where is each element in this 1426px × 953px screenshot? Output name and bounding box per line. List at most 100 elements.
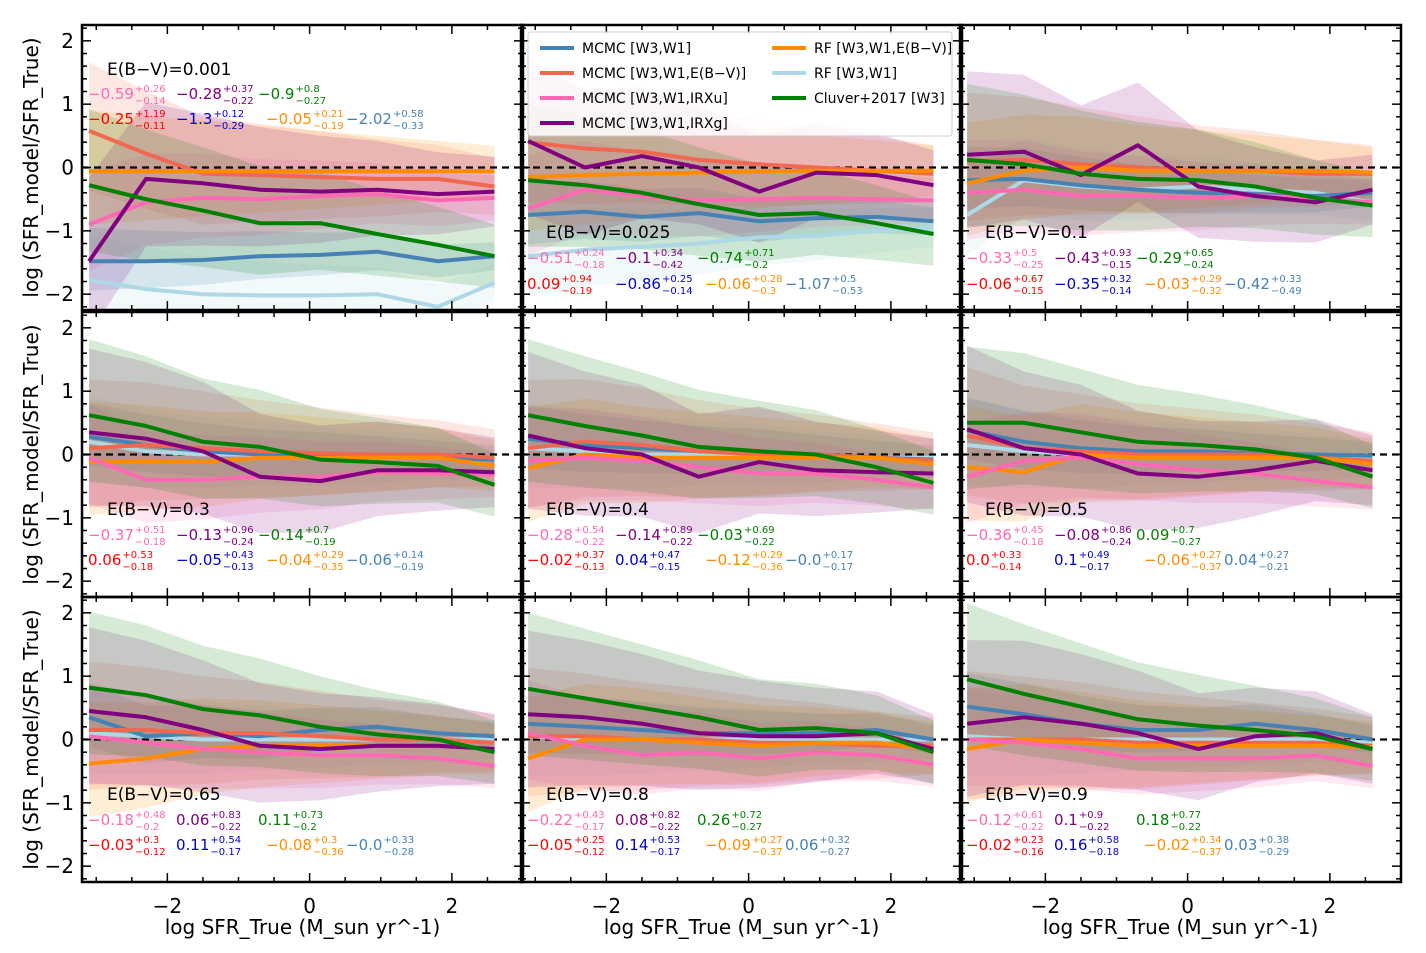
line-rf_w3w1 [527,225,934,259]
legend-label-rf_ebv: RF [W3,W1,E(B−V)] [814,41,952,57]
stat-median: 0.1 [1054,811,1078,829]
stat-lower: −0.14 [135,96,166,107]
stat-median: −0.51 [527,249,573,267]
stat-median: 0.1 [1054,551,1078,569]
stat-upper: +0.54 [210,835,241,846]
panel-6: E(B−V)=0.5 −0.36 +0.45−0.18 −0.08 +0.86−0.24… [958,310,1403,599]
stat-lower: −0.19 [393,562,424,573]
stat-median: −0.43 [1054,249,1100,267]
stat-lower: −0.11 [135,121,166,132]
stat-upper: +0.27 [752,835,783,846]
stat-median: 0.16 [1054,836,1087,854]
stat-upper: +0.25 [662,274,693,285]
panel-2: E(B−V)=0.025 −0.51 +0.24−0.18 −0.1 +0.34−0.4… [519,23,964,312]
legend: MCMC [W3,W1] MCMC [W3,W1,E(B−V)] MCMC [W3,… [527,31,953,137]
y-tick-label: 0 [61,156,74,180]
stat-median: −0.05 [266,110,312,128]
stat-upper: +0.8 [295,84,319,95]
stat-median: −0.02 [527,551,573,569]
stat-median: −0.03 [88,836,134,854]
stat-upper: +0.93 [1101,248,1132,259]
stat-upper: +0.24 [574,248,605,259]
stat-lower: −0.37 [1191,562,1222,573]
stat-lower: −0.12 [135,847,166,858]
stat-median: −0.28 [527,526,573,544]
legend-box [527,31,953,137]
stat-upper: +0.61 [1013,810,1044,821]
stat-lower: −0.22 [210,822,241,833]
legend-label-mcmc_irxu: MCMC [W3,W1,IRXu] [582,91,728,107]
stat-lower: −0.22 [744,537,775,548]
stat-upper: +0.27 [1258,550,1289,561]
stat-median: 0.06 [176,811,209,829]
band-cluver [967,346,1373,509]
stat-upper: +0.86 [1101,525,1132,536]
line-cluver [88,183,495,259]
x-tick-label: 2 [446,894,459,918]
stat-median: −0.06 [705,275,751,293]
stat-median: −0.35 [1054,275,1100,293]
stat-median: −0.03 [697,526,743,544]
stat-upper: +0.43 [574,810,605,821]
y-tick-label: 1 [61,664,74,688]
stat-upper: +0.49 [1079,550,1110,561]
stat-median: 0.04 [1224,551,1257,569]
stat-upper: +0.9 [1079,810,1103,821]
stat-median: −0.74 [697,249,743,267]
stat-lower: −0.36 [752,562,783,573]
stat-lower: −0.22 [649,822,680,833]
line-mcmc_irxg [88,709,495,751]
stat-upper: +0.67 [1013,274,1044,285]
stat-median: −0.29 [1136,249,1182,267]
stat-upper: +0.26 [135,84,166,95]
stat-lower: −0.32 [1191,286,1222,297]
stat-median: −0.86 [615,275,661,293]
stat-lower: −0.17 [649,847,680,858]
stat-upper: +0.14 [393,550,424,561]
stat-median: 0.09 [1136,526,1169,544]
stat-upper: +0.34 [652,248,683,259]
band-mcmc_w3w1 [528,181,934,245]
stat-median: −0.05 [527,836,573,854]
band-mcmc_w3w1 [89,227,495,291]
stat-lower: −0.19 [305,537,336,548]
line-rf_ebv [527,452,934,471]
stat-upper: +0.17 [822,550,853,561]
line-mcmc_irxu [527,187,934,211]
ebv-label: E(B−V)=0.9 [985,785,1088,805]
line-mcmc_irxu [88,734,495,769]
line-rf_ebv [966,737,1373,751]
y-tick-label: −1 [45,219,74,243]
stat-median: 0.11 [176,836,209,854]
stat-upper: +0.32 [1101,274,1132,285]
stat-upper: +0.27 [1191,550,1222,561]
stat-median: 0.14 [615,836,648,854]
stat-lower: −0.24 [1101,537,1132,548]
stat-upper: +0.45 [1013,525,1044,536]
stat-median: −0.37 [88,526,134,544]
ebv-label: E(B−V)=0.65 [107,785,221,805]
stat-upper: +0.37 [223,84,254,95]
y-tick-label: 2 [61,601,74,625]
stat-lower: −0.2 [292,822,316,833]
stat-lower: −0.19 [561,286,592,297]
stat-lower: −0.22 [1079,822,1110,833]
line-mcmc_irxg [88,430,495,484]
line-cluver [967,420,1374,479]
stat-median: −0.12 [966,811,1012,829]
panel-8: −2 0 2E(B−V)=0.8−0.22 +0.43−0.17 0.08 +0.82−0… [519,595,964,918]
y-tick-label: −2 [45,569,74,593]
line-mcmc_irxg [966,427,1373,479]
stat-median: −2.02 [346,110,392,128]
stat-median: −0.03 [1144,275,1190,293]
y-tick-label: 2 [61,29,74,53]
band-mcmc_irxg [528,351,934,534]
ebv-label: E(B−V)=0.025 [546,223,670,243]
x-axis-label: log SFR_True (M_sun yr^-1) [604,915,880,939]
stat-lower: −0.36 [313,847,344,858]
x-axis-label: log SFR_True (M_sun yr^-1) [165,915,441,939]
stat-median: 0.26 [697,811,730,829]
panel-9: −2 0 2E(B−V)=0.9−0.12 +0.61−0.22 0.1 +0.9−0.2… [958,595,1403,918]
